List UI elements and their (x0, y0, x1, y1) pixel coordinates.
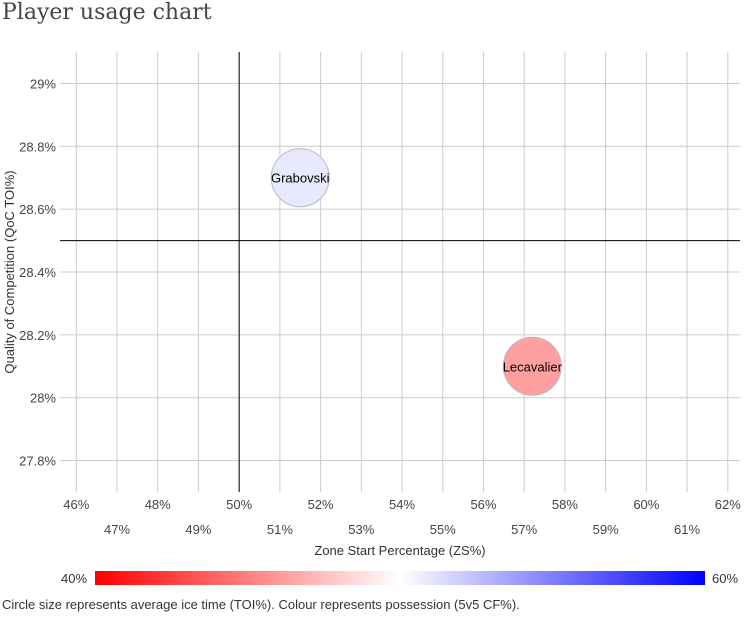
legend-max-label: 60% (712, 571, 739, 586)
x-tick-label: 50% (226, 497, 252, 512)
player-label: Lecavalier (503, 359, 563, 374)
x-axis-label: Zone Start Percentage (ZS%) (314, 543, 485, 558)
y-axis-label: Quality of Competition (QoC TOI%) (2, 170, 17, 373)
points-layer: Grabovski Lecavalier (270, 148, 563, 396)
x-tick-label: 52% (308, 497, 334, 512)
y-tick-label: 28% (30, 391, 56, 406)
page-title: Player usage chart (2, 0, 212, 25)
x-tick-label: 62% (715, 497, 741, 512)
y-tick-label: 28.6% (19, 202, 56, 217)
x-tick-label: 58% (552, 497, 578, 512)
x-tick-label: 55% (430, 522, 456, 537)
x-tick-label: 48% (145, 497, 171, 512)
x-tick-label: 56% (470, 497, 496, 512)
y-tick-label: 29% (30, 76, 56, 91)
chart-caption: Circle size represents average ice time … (2, 597, 520, 612)
legend-gradient-bar (95, 571, 705, 585)
color-legend: 40% 60% (0, 568, 747, 588)
y-tick-labels: 27.8% 28% 28.2% 28.4% 28.6% 28.8% 29% (19, 76, 56, 468)
usage-chart: Grabovski Lecavalier 46% 47% 48% 49% 50% 51% 52… (2, 52, 741, 558)
y-tick-label: 27.8% (19, 454, 56, 469)
x-tick-label: 54% (389, 497, 415, 512)
y-tick-label: 28.2% (19, 328, 56, 343)
reference-lines (60, 52, 740, 492)
x-tick-label: 53% (348, 522, 374, 537)
player-label: Grabovski (271, 171, 330, 186)
x-tick-labels: 46% 47% 48% 49% 50% 51% 52% 53% 54% 55% 56% 57% 58% 5… (63, 497, 741, 537)
x-tick-label: 51% (267, 522, 293, 537)
grid-layer (60, 52, 740, 492)
x-tick-label: 61% (674, 522, 700, 537)
x-tick-label: 49% (185, 522, 211, 537)
legend-min-label: 40% (61, 571, 88, 586)
y-tick-label: 28.4% (19, 265, 56, 280)
x-tick-label: 57% (511, 522, 537, 537)
x-tick-label: 46% (63, 497, 89, 512)
player-bubble (502, 336, 562, 396)
player-bubble (270, 148, 330, 208)
y-tick-label: 28.8% (19, 139, 56, 154)
x-tick-label: 47% (104, 522, 130, 537)
x-tick-label: 59% (593, 522, 619, 537)
x-tick-label: 60% (633, 497, 659, 512)
